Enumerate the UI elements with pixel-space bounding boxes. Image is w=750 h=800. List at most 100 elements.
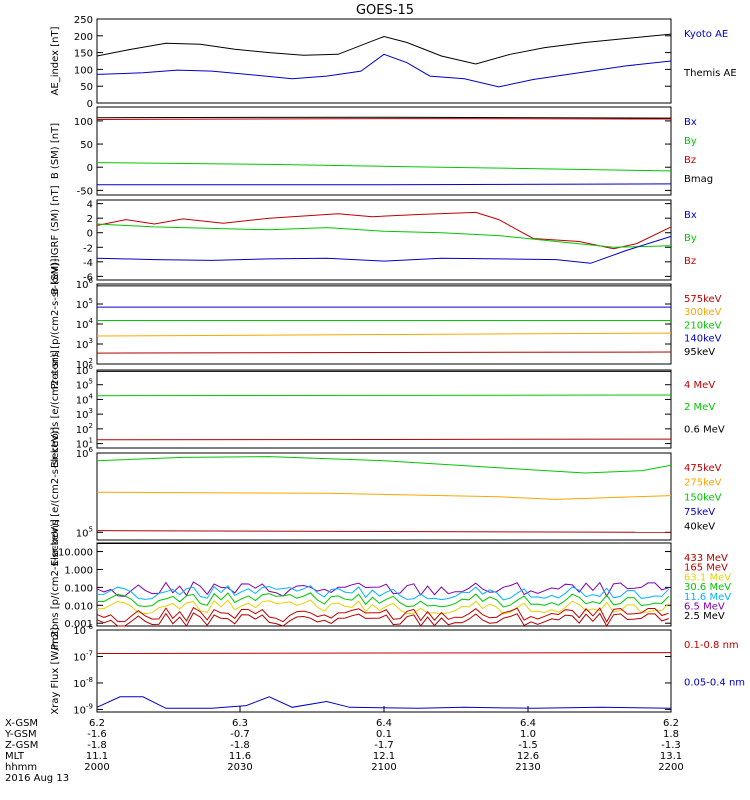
y-tick-label: 200 (74, 32, 93, 43)
x-row-label: hhmm (5, 762, 37, 773)
legend-entry: 75keV (684, 507, 715, 518)
panel-6: 106 105 Electrons [e/(cm2-s-sr-keV)] 475keV… (50, 427, 722, 566)
legend-entry: Bmag (684, 174, 713, 185)
series-line (96, 33, 672, 65)
y-tick-label: 1.000 (64, 565, 93, 576)
series-line (97, 183, 672, 186)
y-tick-label: 0.100 (64, 583, 93, 594)
y-tick-label: 104 (76, 317, 94, 331)
y-tick-label: 0 (87, 99, 93, 110)
x-row-value: -1.3 (661, 740, 681, 751)
legend-entry: Bx (684, 117, 697, 128)
series-line (96, 223, 672, 248)
series-line (96, 162, 672, 172)
series-line (96, 652, 672, 654)
panel-3: 4 2 0 -2 -4 -6 B (SM)-IGRF (SM) [nT] Bx By Bz (50, 185, 697, 294)
legend-entry: 150keV (684, 492, 722, 503)
legend-entry: 433 MeV (684, 553, 728, 564)
series-line (96, 456, 672, 474)
legend-entry: 4 MeV (684, 380, 715, 391)
x-row-value: 11.1 (86, 751, 108, 762)
x-row-value: 12.6 (517, 751, 539, 762)
x-row-value: 11.6 (229, 751, 251, 762)
date-label: 2016 Aug 13 (5, 773, 69, 784)
legend-entry: 2 MeV (684, 402, 715, 413)
x-row-value: 6.4 (376, 718, 392, 729)
y-tick-label: 103 (76, 407, 93, 421)
y-tick-label: 106 (76, 446, 94, 460)
panel-frame (96, 18, 672, 104)
y-tick-label: 100 (74, 117, 93, 128)
x-row-value: 2130 (515, 762, 540, 773)
series-line (96, 542, 672, 544)
legend-entry: 475keV (684, 463, 722, 474)
x-row-value: 6.4 (520, 718, 536, 729)
legend-entry: 0.05-0.4 nm (684, 678, 745, 689)
y-axis-label: Electrons [e/(cm2-s-sr)] (50, 350, 61, 468)
panel-1: 250 200 150 100 50 0 AE_index [nT] Kyoto AE Them… (50, 15, 737, 110)
y-tick-label: 0.010 (64, 601, 93, 612)
panel-frame (96, 369, 672, 449)
y-tick-label: 10-8 (73, 676, 93, 690)
y-tick-label: 10-7 (73, 649, 93, 663)
y-tick-label: -2 (83, 243, 93, 254)
panel-8: 10-8 10-7 10-6 10-9 Xray Flux [W/m2] 0.1-0.8 … (50, 623, 745, 716)
legend-entry: 40keV (684, 522, 715, 533)
x-row-value: 2100 (371, 762, 396, 773)
series-line (96, 581, 669, 598)
series-line (96, 612, 669, 627)
series-line (96, 53, 672, 88)
series-line (96, 394, 672, 397)
x-row-value: -1.7 (374, 740, 394, 751)
y-tick-label: 105 (76, 297, 93, 311)
legend-entry: Bz (684, 256, 696, 267)
y-tick-label: 105 (76, 378, 93, 392)
y-axis-label: Protons [p/(cm2-s-sr-keV)] (50, 259, 61, 390)
series-line (96, 606, 669, 623)
y-axis-label: Protons [p/(cm2-s-sr-keV)] (50, 519, 61, 650)
x-row-value: 1.8 (663, 729, 679, 740)
x-row-value: 1.0 (520, 729, 536, 740)
y-tick-label: -4 (83, 258, 93, 269)
legend-entry: 300keV (684, 307, 722, 318)
series-line (96, 491, 672, 500)
y-tick-label: 10.000 (58, 548, 93, 559)
legend-entry: 63.1 MeV (684, 572, 731, 583)
legend-entry: 140keV (684, 334, 722, 345)
panel-frame (96, 106, 672, 196)
y-tick-label: 105 (76, 525, 93, 539)
legend-entry: 2.5 MeV (684, 611, 725, 622)
legend-entry: 30.6 MeV (684, 582, 731, 593)
y-tick-label: 106 (76, 363, 94, 377)
series-line (97, 592, 670, 608)
panel-frame (96, 452, 672, 541)
y-axis-label: B (SM)-IGRF (SM) [nT] (50, 185, 61, 294)
legend-entry: Bx (684, 210, 697, 221)
x-row-label: Z-GSM (5, 740, 38, 751)
y-tick-label: 106 (76, 277, 94, 291)
legend-entry: 210keV (684, 320, 722, 331)
x-row-value: 13.1 (660, 751, 682, 762)
y-tick-label: 50 (80, 82, 93, 93)
panel-frame (96, 629, 672, 713)
x-row-value: -1.8 (87, 740, 107, 751)
legend-entry: 575keV (684, 294, 722, 305)
y-tick-label: 10-6 (73, 623, 93, 637)
series-line (97, 599, 670, 615)
series-line (96, 530, 672, 533)
x-row-label: Y-GSM (4, 729, 37, 740)
y-tick-label: 0 (87, 163, 93, 174)
y-tick-label: -50 (77, 186, 93, 197)
y-tick-label: 102 (76, 422, 93, 436)
series-line (96, 235, 672, 264)
legend-entry: 6.5 MeV (684, 602, 725, 613)
y-axis-label: Xray Flux [W/m2] (50, 627, 61, 714)
y-tick-label: 10-9 (73, 702, 93, 716)
legend-entry: 95keV (684, 347, 715, 358)
legend-entry: By (684, 233, 697, 244)
x-row-value: 2200 (658, 762, 683, 773)
x-row-value: -0.7 (230, 729, 250, 740)
series-line (96, 116, 672, 119)
